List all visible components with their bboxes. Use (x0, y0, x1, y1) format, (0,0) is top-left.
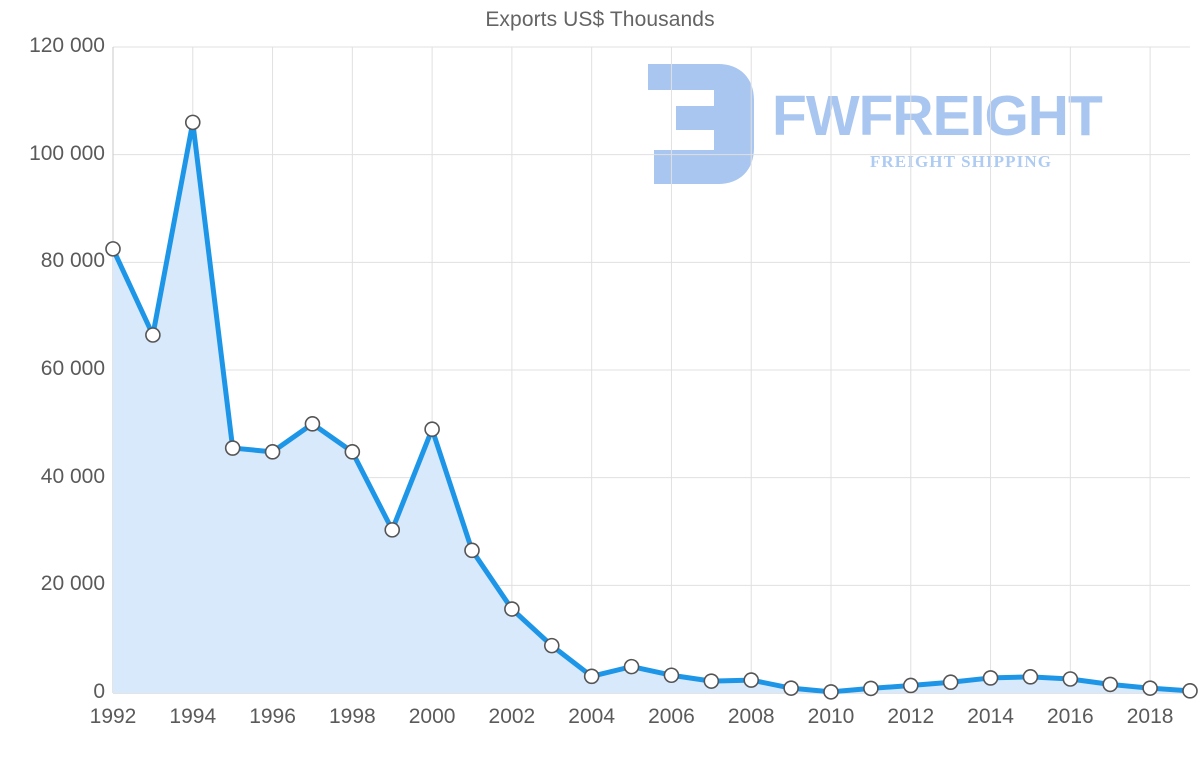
data-point-marker (1142, 680, 1158, 696)
y-axis-tick-label: 20 000 (40, 572, 105, 596)
data-point-marker (464, 542, 480, 559)
y-axis-tick-label: 80 000 (40, 249, 105, 273)
data-point-marker (623, 658, 640, 675)
series-markers (105, 114, 1198, 700)
chart-title: Exports US$ Thousands (485, 8, 715, 31)
data-point-marker (1022, 669, 1039, 685)
data-point-marker (145, 327, 161, 343)
data-point-marker (863, 680, 879, 697)
x-axis-tick-label: 1998 (328, 705, 376, 728)
data-point-marker (264, 444, 281, 460)
x-axis-tick-label: 2008 (727, 705, 775, 728)
data-point-marker (823, 684, 839, 700)
data-point-marker (783, 680, 799, 696)
data-point-marker (224, 440, 241, 456)
data-point-marker (504, 601, 520, 617)
x-axis-tick-label: 2000 (408, 705, 456, 728)
y-axis-tick-label: 40 000 (40, 464, 105, 488)
y-axis-tick-label: 0 (93, 680, 105, 703)
x-axis-tick-label: 1994 (169, 705, 217, 728)
data-point-marker (942, 674, 959, 691)
data-point-marker (1182, 683, 1198, 699)
data-point-marker (663, 667, 680, 684)
data-point-marker (982, 670, 999, 686)
y-axis-tick-label: 60 000 (40, 357, 105, 380)
x-axis-tick-label: 1996 (249, 705, 296, 728)
data-point-marker (424, 421, 440, 438)
x-axis-tick-label: 2012 (887, 705, 935, 728)
data-point-marker (703, 673, 720, 689)
data-point-marker (543, 637, 560, 654)
data-point-marker (902, 677, 919, 694)
x-axis-tick-label: 1992 (89, 705, 137, 728)
x-axis-tick-label: 2016 (1046, 705, 1094, 728)
x-axis-tick-label: 2002 (488, 705, 536, 728)
series-line (110, 119, 1193, 695)
x-axis-tick-label: 2014 (967, 705, 1014, 728)
data-point-marker (743, 672, 760, 688)
data-point-marker (583, 668, 600, 685)
x-axis-tick-label: 2018 (1126, 705, 1174, 728)
x-axis-tick-label: 2010 (807, 705, 855, 728)
data-point-marker (344, 444, 361, 460)
data-point-marker (1062, 671, 1079, 687)
y-axis-tick-label: 120 000 (29, 34, 105, 57)
x-axis-tick-label: 2004 (568, 705, 616, 728)
data-point-marker (1102, 676, 1119, 693)
data-point-marker (384, 522, 401, 538)
series-area-fill (113, 122, 1190, 694)
data-point-marker (184, 114, 201, 131)
data-point-marker (105, 241, 121, 257)
y-axis-tick-label: 100 000 (29, 141, 105, 165)
x-axis-tick-label: 2006 (648, 705, 695, 728)
data-point-marker (304, 416, 321, 432)
